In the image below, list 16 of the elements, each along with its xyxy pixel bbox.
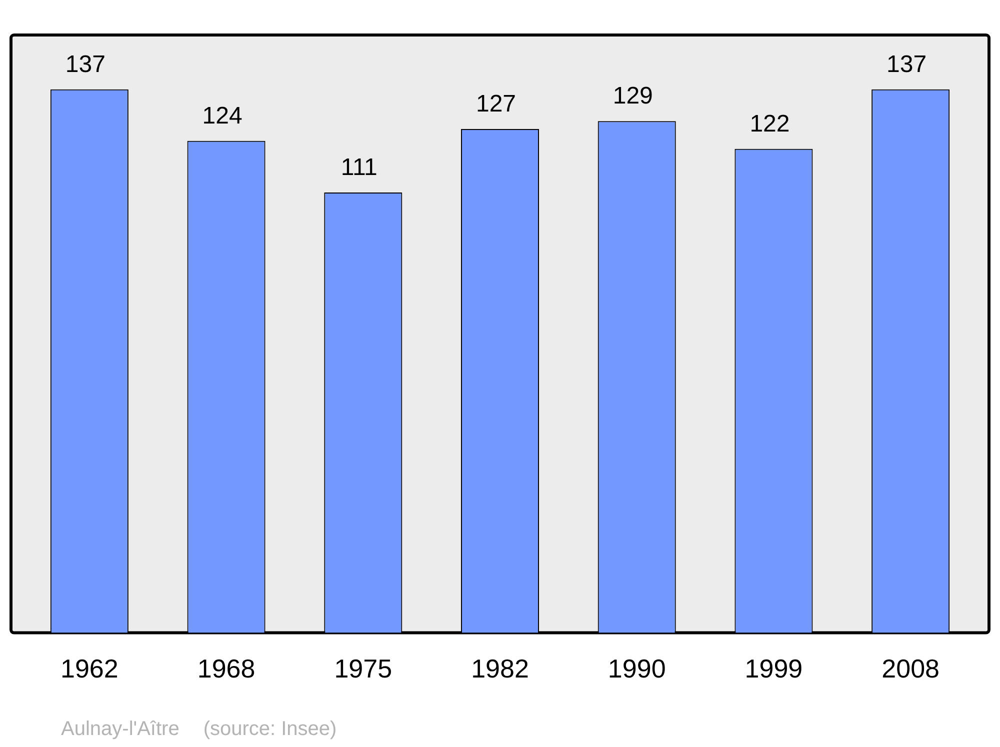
x-tick-label: 1968: [197, 654, 256, 684]
data-label: 137: [886, 50, 927, 78]
x-tick-label: 1982: [471, 654, 529, 684]
data-label: 111: [340, 154, 378, 182]
data-label: 124: [202, 102, 242, 130]
data-label: 129: [612, 82, 653, 110]
x-tick-label: 2008: [882, 654, 940, 684]
data-label: 137: [65, 50, 106, 78]
data-label: 127: [476, 90, 516, 118]
x-tick-label: 1975: [334, 654, 392, 684]
text: Aulnay-l'Aître: [61, 718, 180, 740]
x-tick-label: 1999: [744, 654, 803, 684]
x-tick-label: 1990: [608, 654, 666, 684]
x-tick-label: 1962: [60, 654, 118, 684]
text: (source: Insee): [203, 718, 337, 740]
data-label: 122: [750, 110, 790, 138]
